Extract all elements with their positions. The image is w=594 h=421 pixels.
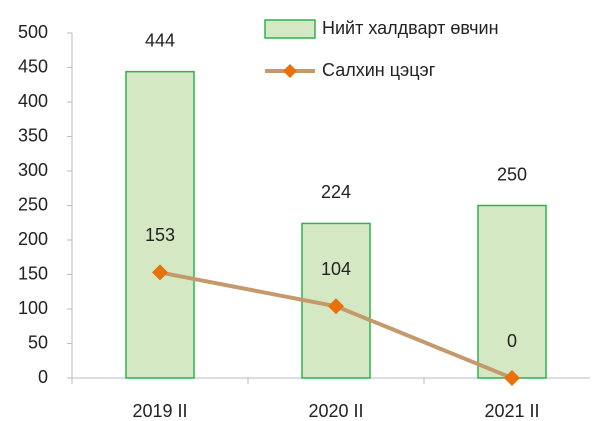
- y-tick-label: 500: [18, 22, 48, 42]
- y-tick-label: 300: [18, 160, 48, 180]
- y-tick-label: 250: [18, 194, 48, 214]
- legend-label: Нийт халдварт өвчин: [322, 18, 499, 38]
- y-tick-label: 450: [18, 56, 48, 76]
- marker: [152, 264, 168, 281]
- bar-label: 224: [321, 182, 351, 202]
- line-label: 153: [145, 225, 175, 245]
- y-tick-label: 50: [28, 332, 48, 352]
- bar-label: 444: [145, 30, 175, 50]
- y-tick-label: 0: [38, 367, 48, 387]
- line-label: 0: [507, 331, 517, 351]
- y-tick-label: 350: [18, 125, 48, 145]
- marker: [504, 370, 520, 386]
- x-tick-label: 2020 II: [308, 401, 363, 421]
- legend-swatch: [264, 19, 316, 39]
- bar: [125, 70, 195, 379]
- line-label: 104: [321, 259, 351, 279]
- x-tick-label: 2021 II: [484, 401, 539, 421]
- bar-label: 250: [497, 164, 527, 184]
- y-tick-label: 400: [18, 91, 48, 111]
- y-tick-label: 150: [18, 263, 48, 283]
- marker: [328, 298, 344, 315]
- y-tick-label: 200: [18, 229, 48, 249]
- y-tick-label: 100: [18, 298, 48, 318]
- x-tick-label: 2019 II: [132, 401, 187, 421]
- legend-marker: [283, 64, 297, 78]
- bar: [477, 204, 547, 379]
- legend-label: Салхин цэцэг: [322, 60, 436, 80]
